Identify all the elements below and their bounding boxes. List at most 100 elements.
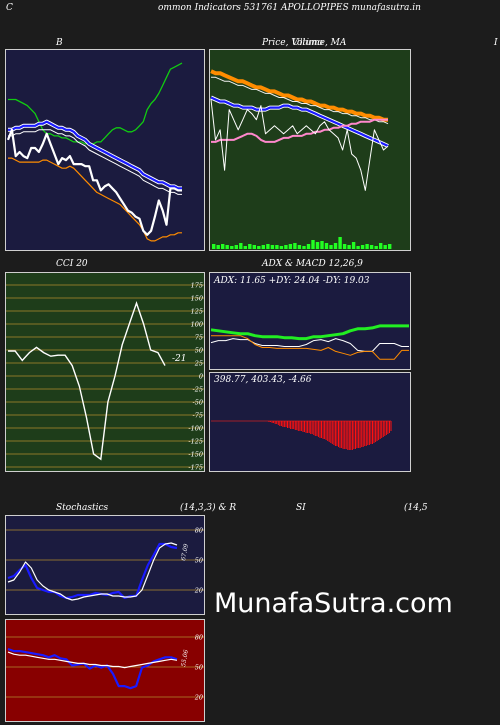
volume-bar — [225, 245, 229, 249]
cci-tick-label: -100 — [188, 425, 203, 433]
volume-bar — [248, 244, 252, 249]
bollinger-lower-band — [8, 157, 182, 242]
volume-bar — [212, 244, 216, 249]
volume-bar — [275, 245, 279, 249]
stoch-label-right: (14,3,3) & R — [180, 503, 237, 513]
stochastics-tick-label: 50 — [195, 557, 203, 565]
volume-bar — [369, 245, 374, 249]
cci-tick-label: 50 — [195, 347, 203, 355]
rsi-background — [5, 619, 205, 722]
volume-bar — [324, 243, 329, 249]
cci-tick-label: 175 — [191, 282, 203, 290]
stochastics-background — [5, 515, 205, 615]
header-title: ommon Indicators 531761 APOLLOPIPES muna… — [158, 3, 421, 13]
volume-bar — [243, 246, 247, 249]
bollinger-middle-band — [8, 120, 182, 190]
price-ma-orange-thick — [210, 69, 388, 122]
bb-label: B — [56, 38, 63, 48]
rsi-label-right: (14,5 — [404, 503, 428, 513]
stochastics-tick-label: 80 — [195, 527, 203, 535]
price-line — [210, 99, 389, 191]
cci-tick-label: 75 — [195, 334, 203, 342]
volume-bar — [383, 245, 387, 249]
volume-bar — [347, 245, 351, 249]
volume-bar — [388, 244, 392, 249]
volume-bar — [216, 245, 220, 249]
volume-bar — [293, 243, 297, 249]
price-label-overlay: Ultimo — [292, 38, 323, 48]
bollinger-price — [6, 128, 182, 236]
cci-tick-label: -150 — [188, 451, 203, 459]
cci-tick-label: 125 — [191, 308, 203, 316]
volume-bar — [356, 246, 360, 249]
volume-bar — [333, 243, 338, 249]
minus-dy-line — [211, 335, 409, 360]
cci-tick-label: -175 — [188, 464, 203, 472]
header-c: C — [6, 3, 13, 13]
adx-background — [209, 272, 411, 370]
volume-bar — [338, 237, 342, 249]
volume-bar — [239, 243, 243, 249]
price-ma-blue — [210, 96, 389, 147]
volume-bar — [342, 244, 347, 249]
price-label: Price, Volume, MA — [262, 38, 347, 48]
volume-bar — [379, 243, 383, 249]
cci-value-label: -21 — [172, 354, 187, 364]
volume-bar — [302, 246, 306, 249]
rsi-tick-label: 50 — [195, 664, 203, 672]
plus-dy-line — [210, 338, 409, 352]
volume-bar — [320, 241, 324, 249]
stochastics-tick-label: 20 — [194, 587, 203, 595]
volume-bar — [234, 245, 238, 249]
cci-tick-label: -50 — [193, 399, 203, 407]
cci-chart: 175 150 125 100 75 50 25 0 -25 -50 -75 -100 -125 -150… — [5, 272, 205, 472]
cci-tick-label: -75 — [193, 412, 203, 420]
volume-bar — [311, 240, 315, 249]
cci-tick-label: -25 — [193, 386, 203, 394]
price-right-letter: I — [494, 38, 498, 48]
volume-bar — [279, 246, 284, 249]
volume-bar — [315, 242, 320, 249]
volume-bar — [266, 244, 270, 249]
adx-label: ADX & MACD 12,26,9 — [262, 259, 363, 269]
price-chart — [209, 49, 411, 251]
volume-bar — [329, 245, 333, 249]
volume-bar — [257, 246, 261, 249]
volume-bar — [284, 245, 288, 249]
rsi-chart: 80 50 20 55.06 — [5, 619, 205, 722]
adx-values: ADX: 11.65 +DY: 24.04 -DY: 19.03 — [214, 276, 370, 286]
rsi-value-label: 55.06 — [180, 649, 190, 667]
macd-chart — [209, 372, 411, 472]
volume-bar — [288, 244, 293, 249]
rsi-tick-label: 20 — [194, 694, 203, 702]
price-ma-white — [211, 76, 389, 125]
volume-bar — [297, 245, 302, 249]
volume-bar — [261, 245, 265, 249]
volume-bar — [360, 245, 365, 249]
cci-tick-label: 0 — [199, 373, 203, 381]
volume-bar — [374, 246, 378, 249]
volume-bar — [365, 244, 369, 249]
adx-line — [210, 324, 409, 341]
rsi-label-left: SI — [296, 503, 306, 513]
macd-values: 398.77, 403.43, -4.66 — [214, 375, 312, 385]
rsi-line — [7, 647, 178, 690]
cci-tick-label: -125 — [188, 438, 203, 446]
bollinger-ma — [8, 129, 182, 195]
price-ma-pink — [211, 118, 388, 143]
stochastics-chart: 80 50 20 67.09 — [5, 515, 205, 615]
stochastics-k-line — [7, 542, 178, 600]
cci-background — [5, 272, 205, 472]
bollinger-chart — [5, 49, 205, 251]
stoch-label-left: Stochastics — [56, 503, 109, 513]
cci-tick-label: 150 — [191, 295, 203, 303]
adx-chart — [209, 272, 411, 370]
cci-tick-label: 100 — [191, 321, 203, 329]
cci-tick-label: 25 — [194, 360, 203, 368]
volume-bar — [351, 242, 356, 249]
volume-bar — [252, 245, 256, 249]
bollinger-upper-band — [8, 62, 183, 145]
cci-label: CCI 20 — [56, 259, 88, 269]
volume-bar — [306, 244, 311, 249]
watermark: MunafaSutra.com — [214, 588, 453, 619]
